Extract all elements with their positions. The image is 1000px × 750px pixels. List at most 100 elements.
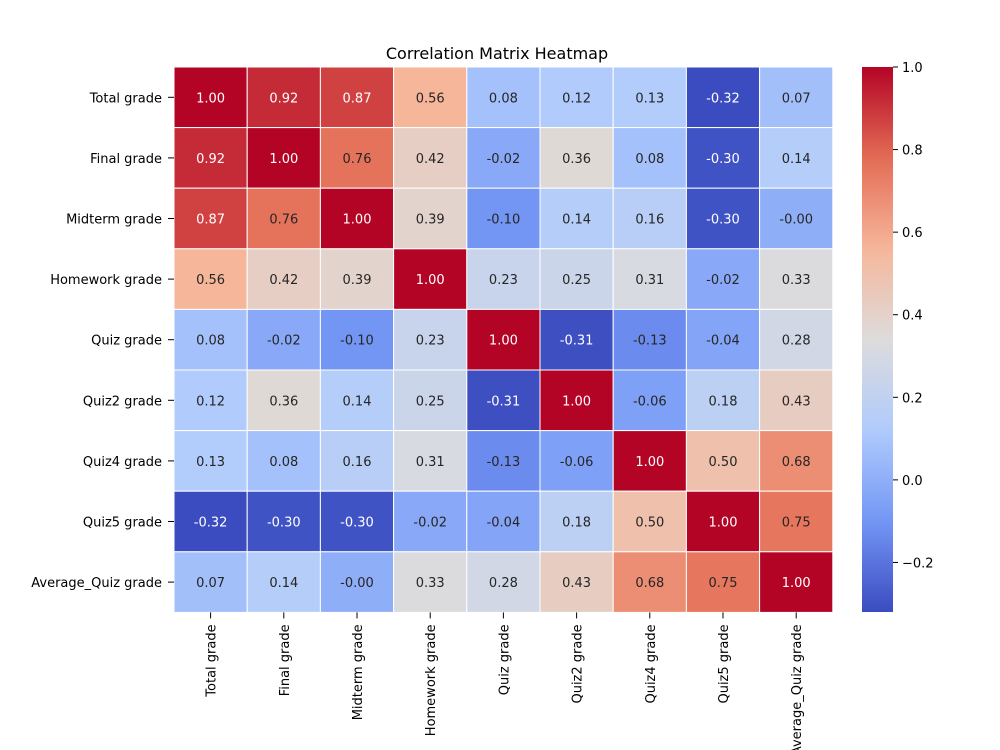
heatmap-cell-r7-c5 <box>539 490 614 553</box>
cell-value-label: 0.12 <box>562 91 591 106</box>
cell-value-label: 0.28 <box>782 334 811 349</box>
cell-value-label: 0.43 <box>782 394 811 409</box>
cell-value-label: 0.33 <box>416 576 445 591</box>
heatmap-cell-r5-c7 <box>685 369 761 432</box>
cell-value-label: 1.00 <box>635 455 664 470</box>
heatmap-cell-r2-c1 <box>246 187 321 250</box>
cell-value-label: -0.10 <box>340 334 374 349</box>
heatmap-cell-r0-c7 <box>685 66 761 129</box>
heatmap-cell-r8-c6 <box>612 551 687 613</box>
cell-value-label: 0.92 <box>269 91 298 106</box>
row-label-quiz-grade: Quiz grade <box>91 334 162 349</box>
cell-value-label: 0.36 <box>562 152 591 167</box>
heatmap-cell-r1-c2 <box>319 127 395 189</box>
heatmap-cell-r5-c4 <box>466 369 541 432</box>
heatmap-cell-r8-c1 <box>246 551 321 613</box>
cell-value-label: 0.12 <box>196 394 225 409</box>
heatmap-cell-r7-c6 <box>612 490 687 553</box>
cell-value-label: -0.30 <box>267 516 301 531</box>
cell-value-label: 0.92 <box>196 152 225 167</box>
row-label-quiz5-grade: Quiz5 grade <box>83 516 162 531</box>
cell-value-label: 0.25 <box>562 273 591 288</box>
column-label-final-grade: Final grade <box>278 624 293 696</box>
heatmap-cell-r2-c2 <box>319 187 395 250</box>
cell-value-label: -0.06 <box>633 394 667 409</box>
colorbar: −0.2 0.0 0.2 0.4 0.6 0.8 1.0 <box>862 61 934 612</box>
heatmap-cell-r6-c0 <box>173 430 248 492</box>
column-label-homework-grade: Homework grade <box>424 624 439 736</box>
heatmap-cell-r2-c8 <box>759 187 834 250</box>
heatmap-cell-r2-c4 <box>466 187 541 250</box>
cell-value-label: 0.43 <box>562 576 591 591</box>
cell-value-label: -0.31 <box>487 394 521 409</box>
row-label-quiz4-grade: Quiz4 grade <box>83 455 162 470</box>
cell-value-label: 0.31 <box>416 455 445 470</box>
column-label-average-quiz-grade: Average_Quiz grade <box>790 624 805 750</box>
heatmap-cell-r0-c5 <box>539 66 614 129</box>
cell-value-label: 0.33 <box>782 273 811 288</box>
chart-title: Correlation Matrix Heatmap <box>386 44 608 63</box>
heatmap-cell-r3-c0 <box>173 248 248 310</box>
column-label-quiz5-grade: Quiz5 grade <box>717 624 732 703</box>
cell-value-label: 0.08 <box>489 91 518 106</box>
cell-value-label: 0.76 <box>269 213 298 228</box>
heatmap-cell-r1-c0 <box>173 127 248 189</box>
cell-value-label: 0.50 <box>709 455 738 470</box>
cell-value-label: -0.02 <box>706 273 740 288</box>
cell-value-label: 0.75 <box>782 516 811 531</box>
cell-value-label: 0.14 <box>782 152 811 167</box>
cell-value-label: 0.56 <box>416 91 445 106</box>
cell-value-label: 0.75 <box>709 576 738 591</box>
column-label-quiz2-grade: Quiz2 grade <box>571 624 586 703</box>
cell-value-label: 0.56 <box>196 273 225 288</box>
row-label-homework-grade: Homework grade <box>50 273 162 288</box>
heatmap-cells: 1.00 0.92 0.87 0.56 0.08 0.12 0.13 -0.32 0.07 0.9… <box>173 66 834 613</box>
heatmap-cell-r0-c3 <box>393 66 468 129</box>
cell-value-label: 0.23 <box>416 334 445 349</box>
cell-value-label: 0.18 <box>709 394 738 409</box>
heatmap-cell-r1-c7 <box>685 127 761 189</box>
cell-value-label: 0.39 <box>416 213 445 228</box>
cell-value-label: 0.76 <box>343 152 372 167</box>
heatmap-cell-r2-c6 <box>612 187 687 250</box>
heatmap-cell-r0-c1 <box>246 66 321 129</box>
heatmap-cell-r8-c0 <box>173 551 248 613</box>
colorbar-tick-label: 0.2 <box>902 391 923 406</box>
heatmap-cell-r5-c5 <box>539 369 614 432</box>
heatmap-cell-r5-c0 <box>173 369 248 432</box>
cell-value-label: 1.00 <box>709 516 738 531</box>
cell-value-label: -0.04 <box>487 516 521 531</box>
heatmap-cell-r5-c8 <box>759 369 834 432</box>
column-label-quiz-grade: Quiz grade <box>497 624 512 695</box>
cell-value-label: 1.00 <box>489 334 518 349</box>
cell-value-label: 0.68 <box>635 576 664 591</box>
column-label-midterm-grade: Midterm grade <box>351 624 366 720</box>
colorbar-tick-label: 0.4 <box>902 309 923 324</box>
heatmap-cell-r8-c8 <box>759 551 834 613</box>
cell-value-label: 0.42 <box>416 152 445 167</box>
heatmap-cell-r8-c2 <box>319 551 395 613</box>
colorbar-tick-label: 0.8 <box>902 144 923 159</box>
cell-value-label: 0.18 <box>562 516 591 531</box>
cell-value-label: 0.07 <box>782 91 811 106</box>
cell-value-label: 0.08 <box>269 455 298 470</box>
heatmap-cell-r8-c3 <box>393 551 468 613</box>
row-label-midterm-grade: Midterm grade <box>66 213 162 228</box>
colorbar-gradient <box>862 67 893 612</box>
heatmap-cell-r4-c0 <box>173 308 248 371</box>
column-label-total-grade: Total grade <box>205 624 220 697</box>
cell-value-label: -0.04 <box>706 334 740 349</box>
cell-value-label: -0.32 <box>194 516 228 531</box>
cell-value-label: -0.02 <box>487 152 521 167</box>
cell-value-label: -0.10 <box>487 213 521 228</box>
heatmap-cell-r7-c8 <box>759 490 834 553</box>
heatmap-cell-r6-c4 <box>466 430 541 492</box>
cell-value-label: 0.16 <box>343 455 372 470</box>
heatmap-cell-r1-c6 <box>612 127 687 189</box>
heatmap-cell-r2-c3 <box>393 187 468 250</box>
column-label-quiz4-grade: Quiz4 grade <box>644 624 659 703</box>
heatmap-cell-r5-c2 <box>319 369 395 432</box>
cell-value-label: 0.87 <box>343 91 372 106</box>
colorbar-tick-label: 0.0 <box>902 474 923 489</box>
heatmap-cell-r7-c0 <box>173 490 248 553</box>
